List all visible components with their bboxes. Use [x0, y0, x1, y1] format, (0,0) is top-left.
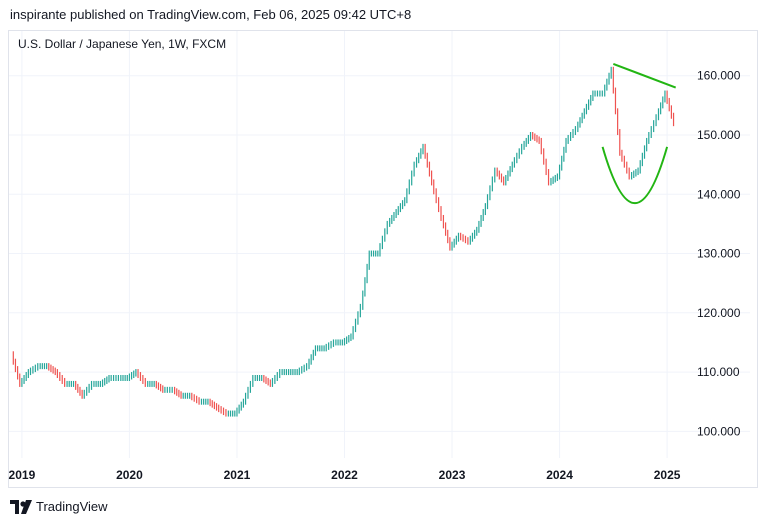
x-tick-label: 2022 — [331, 468, 358, 482]
symbol-title: U.S. Dollar / Japanese Yen, 1W, FXCM — [18, 37, 227, 51]
x-tick-label: 2019 — [9, 468, 36, 482]
footer-brand: TradingView — [36, 499, 108, 514]
x-tick-label: 2023 — [439, 468, 466, 482]
y-tick-label: 120.000 — [697, 306, 741, 320]
y-tick-label: 150.000 — [697, 128, 741, 142]
x-tick-label: 2020 — [116, 468, 143, 482]
cup-pattern-arc — [601, 146, 669, 205]
x-tick-label: 2021 — [224, 468, 251, 482]
chart-frame — [8, 30, 758, 488]
y-tick-label: 100.000 — [697, 424, 741, 438]
tradingview-logo-icon — [10, 499, 32, 514]
y-tick-label: 140.000 — [697, 187, 741, 201]
publish-header: inspirante published on TradingView.com,… — [10, 7, 412, 22]
y-tick-label: 110.000 — [697, 365, 740, 379]
resistance-trendline — [612, 62, 677, 89]
y-tick-label: 160.000 — [697, 69, 741, 83]
footer: TradingView — [10, 499, 108, 514]
x-tick-label: 2024 — [546, 468, 573, 482]
y-tick-label: 130.000 — [697, 247, 741, 261]
x-tick-label: 2025 — [654, 468, 681, 482]
